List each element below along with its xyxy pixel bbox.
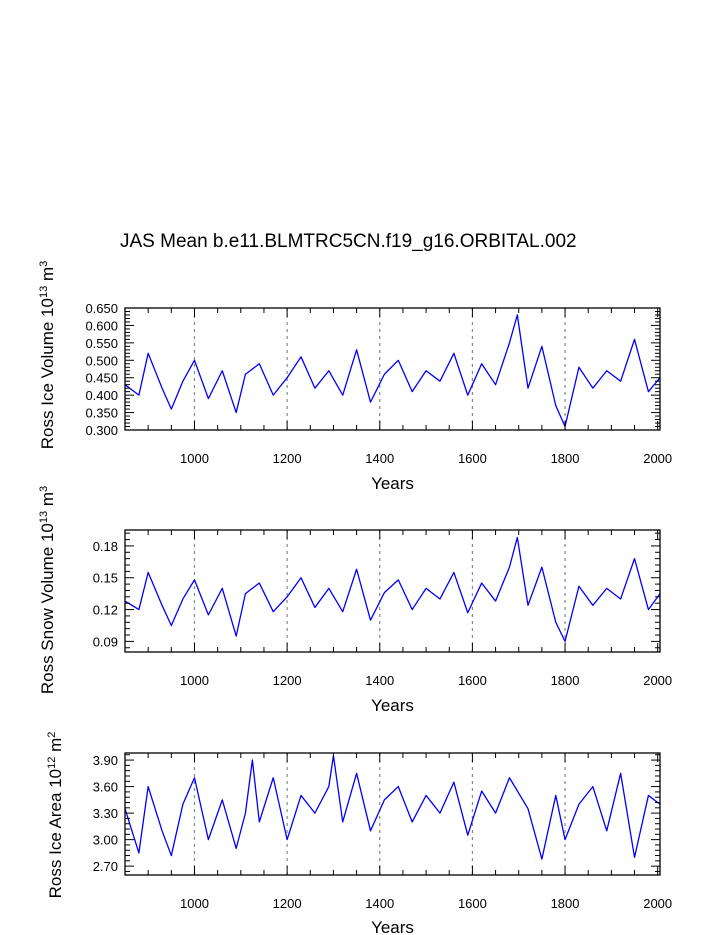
plot-frame	[124, 529, 661, 653]
x-tick-label: 1400	[365, 896, 394, 911]
x-tick-label: 1800	[551, 896, 580, 911]
x-tick-label: 1600	[458, 673, 487, 688]
ross-ice-volume-y-axis-title-exp1: 13	[38, 286, 50, 298]
x-tick-label: 1800	[551, 451, 580, 466]
x-tick-label: 1200	[273, 896, 302, 911]
x-tick-label: 2000	[643, 896, 672, 911]
y-tick-label: 0.300	[85, 423, 118, 438]
ross-ice-area-x-axis-title: Years	[371, 918, 414, 935]
ross-snow-volume-y-axis-title-exp1: 13	[38, 511, 50, 523]
ross-ice-volume-chart: 1000 1200 1400 1600 1800 2000 0.300 0.350 0.400 0…	[38, 261, 672, 493]
ross-ice-volume-y-axis-title-text: Ross Ice Volume 10	[38, 298, 57, 449]
ross-snow-volume-chart: 1000 1200 1400 1600 1800 2000 0.09 0.12 0.15 0.18…	[38, 486, 672, 715]
chart-main-title: JAS Mean b.e11.BLMTRC5CN.f19_g16.ORBITAL…	[120, 231, 577, 252]
x-tick-label: 1000	[180, 896, 209, 911]
y-tick-label: 0.12	[93, 603, 118, 618]
ross-ice-area-chart: 1000 1200 1400 1600 1800 2000 2.70 3.00 3.30 3.60…	[46, 732, 672, 935]
ross-ice-area-y-axis-title-exp1: 12	[46, 757, 58, 769]
ross-ice-volume-x-axis-title: Years	[371, 474, 414, 493]
y-tick-label: 0.15	[93, 571, 118, 586]
x-tick-label: 1600	[458, 896, 487, 911]
ross-snow-volume-series-line	[124, 536, 661, 643]
y-tick-label: 0.09	[93, 634, 118, 649]
y-tick-label: 0.350	[85, 406, 118, 421]
x-tick-label: 1800	[551, 673, 580, 688]
ross-ice-volume-series-line	[124, 314, 661, 428]
plot-frame	[124, 752, 661, 876]
x-tick-label: 2000	[643, 673, 672, 688]
ross-ice-area-y-axis-title-exp2: 2	[46, 732, 58, 738]
x-tick-label: 1000	[180, 673, 209, 688]
ross-snow-volume-y-axis-title-unit: m	[38, 492, 57, 511]
x-tick-label: 1400	[365, 451, 394, 466]
x-tick-label: 1000	[180, 451, 209, 466]
y-tick-label: 0.18	[93, 539, 118, 554]
ross-ice-volume-y-axis-title: Ross Ice Volume 1013 m3	[38, 261, 57, 449]
plot-frame	[124, 307, 661, 431]
y-tick-label: 3.00	[93, 833, 118, 848]
ross-ice-volume-y-axis-title-exp2: 3	[38, 261, 50, 267]
y-tick-label: 0.450	[85, 371, 118, 386]
x-tick-label: 1600	[458, 451, 487, 466]
y-tick-label: 3.60	[93, 780, 118, 795]
ross-snow-volume-y-axis-title-exp2: 3	[38, 486, 50, 492]
ross-snow-volume-y-axis-title-text: Ross Snow Volume 10	[38, 523, 57, 694]
y-tick-label: 0.650	[85, 301, 118, 316]
x-tick-label: 1200	[273, 673, 302, 688]
ross-snow-volume-y-axis-title: Ross Snow Volume 1013 m3	[38, 486, 57, 694]
y-tick-label: 0.550	[85, 336, 118, 351]
y-tick-label: 0.500	[85, 353, 118, 368]
y-tick-label: 3.90	[93, 753, 118, 768]
y-tick-label: 2.70	[93, 859, 118, 874]
ross-ice-area-series-line	[124, 755, 661, 860]
y-tick-label: 0.400	[85, 388, 118, 403]
ross-ice-area-y-axis-title: Ross Ice Area 1012 m2	[46, 732, 65, 899]
ross-ice-area-y-axis-title-text: Ross Ice Area 10	[46, 769, 65, 898]
ross-ice-area-y-axis-title-unit: m	[46, 738, 65, 757]
x-tick-label: 1200	[273, 451, 302, 466]
x-tick-label: 2000	[643, 451, 672, 466]
ross-ice-volume-y-axis-title-unit: m	[38, 267, 57, 286]
ross-snow-volume-x-axis-title: Years	[371, 696, 414, 715]
y-tick-label: 3.30	[93, 806, 118, 821]
x-tick-label: 1400	[365, 673, 394, 688]
y-tick-label: 0.600	[85, 318, 118, 333]
